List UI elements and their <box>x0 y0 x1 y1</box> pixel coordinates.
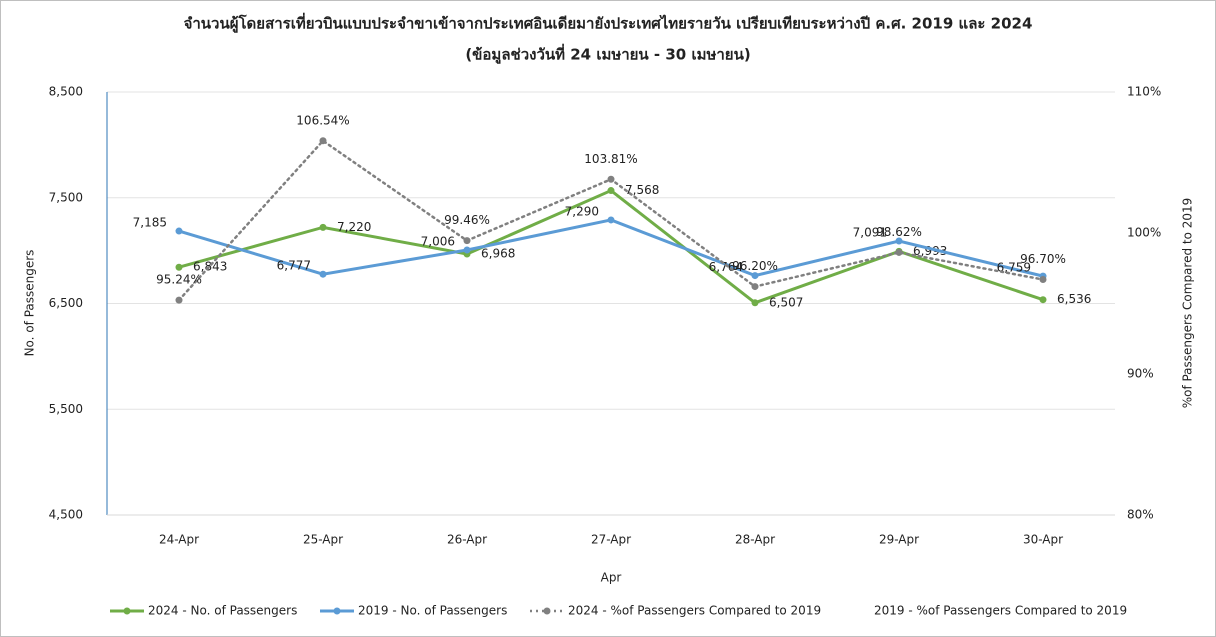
data-point <box>751 272 759 280</box>
legend-label: 2024 - No. of Passengers <box>148 604 297 618</box>
data-point <box>1039 296 1047 304</box>
data-point <box>607 187 615 195</box>
chart-title: จำนวนผู้โดยสารเที่ยวบินแบบประจำขาเข้าจาก… <box>184 13 1033 34</box>
data-point <box>319 137 327 145</box>
data-label: 6,536 <box>1057 292 1091 306</box>
data-label: 6,777 <box>277 259 311 273</box>
data-label: 98.62% <box>876 225 922 239</box>
data-point <box>463 246 471 254</box>
legend-marker <box>333 607 341 615</box>
y2-axis-label: %of Passengers Compared to 2019 <box>1181 198 1195 409</box>
y2-tick-label: 80% <box>1127 508 1154 522</box>
x-tick-label: 25-Apr <box>303 533 343 547</box>
y2-tick-label: 100% <box>1127 226 1161 240</box>
data-label: 7,290 <box>565 204 599 218</box>
data-label: 99.46% <box>444 213 490 227</box>
data-point <box>175 263 183 271</box>
y2-tick-label: 110% <box>1127 85 1161 99</box>
data-point <box>1039 276 1047 284</box>
data-label: 6,507 <box>769 295 803 309</box>
y-tick-label: 4,500 <box>49 508 83 522</box>
data-label: 6,759 <box>997 261 1031 275</box>
x-tick-label: 29-Apr <box>879 533 919 547</box>
data-point <box>463 237 471 245</box>
data-point <box>175 227 183 235</box>
x-tick-label: 26-Apr <box>447 533 487 547</box>
x-tick-label: 30-Apr <box>1023 533 1063 547</box>
data-label: 7,091 <box>853 226 887 240</box>
data-point <box>607 175 615 183</box>
data-label: 7,185 <box>133 216 167 230</box>
data-point <box>319 223 327 231</box>
data-label: 103.81% <box>584 152 637 166</box>
data-label: 96.70% <box>1020 252 1066 266</box>
data-label: 7,006 <box>421 234 455 248</box>
data-point <box>175 296 183 304</box>
y2-tick-label: 90% <box>1127 367 1154 381</box>
legend-label: 2024 - %of Passengers Compared to 2019 <box>568 604 821 618</box>
data-point <box>751 283 759 291</box>
data-label: 6,843 <box>193 260 227 274</box>
legend-marker <box>123 607 131 615</box>
x-tick-label: 24-Apr <box>159 533 199 547</box>
legend-label: 2019 - %of Passengers Compared to 2019 <box>874 604 1127 618</box>
legend-marker <box>543 607 551 615</box>
chart-subtitle: (ข้อมูลช่วงวันที่ 24 เมษายน - 30 เมษายน) <box>465 44 750 65</box>
x-tick-label: 27-Apr <box>591 533 631 547</box>
data-label: 106.54% <box>296 113 349 127</box>
data-label: 6,764 <box>709 260 743 274</box>
data-point <box>319 270 327 278</box>
y-tick-label: 7,500 <box>49 190 83 204</box>
data-point <box>895 237 903 245</box>
data-label: 96.20% <box>732 259 778 273</box>
y-tick-label: 8,500 <box>49 85 83 99</box>
data-label: 95.24% <box>156 273 202 287</box>
x-axis-label: Apr <box>601 571 622 585</box>
data-point <box>751 299 759 307</box>
data-point <box>895 248 903 256</box>
legend-label: 2019 - No. of Passengers <box>358 604 507 618</box>
data-label: 7,568 <box>625 183 659 197</box>
data-point <box>607 216 615 224</box>
data-label: 7,220 <box>337 220 371 234</box>
y-axis-label: No. of Passengers <box>23 250 37 357</box>
data-label: 6,968 <box>481 247 515 261</box>
x-tick-label: 28-Apr <box>735 533 775 547</box>
y-tick-label: 5,500 <box>49 402 83 416</box>
y-tick-label: 6,500 <box>49 296 83 310</box>
